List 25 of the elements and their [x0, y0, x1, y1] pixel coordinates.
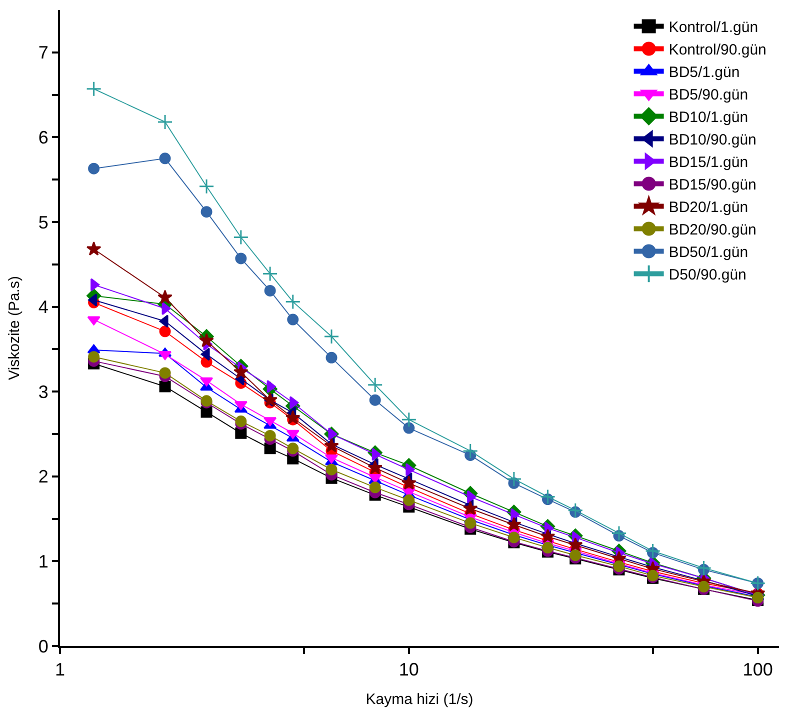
legend-label: Kontrol/1.gün: [668, 19, 758, 36]
y-tick-label: 5: [38, 212, 48, 232]
legend-label: BD20/90.gün: [668, 222, 756, 239]
y-tick-label: 2: [38, 466, 48, 487]
legend-label: Kontrol/90.gün: [668, 42, 766, 59]
x-tick-label: 100: [742, 660, 773, 680]
y-tick-label: 6: [38, 128, 48, 148]
y-tick-label: 3: [38, 382, 48, 402]
legend-label: BD5/1.gün: [668, 64, 740, 82]
legend-label: BD10/1.gün: [668, 109, 748, 126]
y-tick-label: 1: [38, 552, 48, 572]
legend-label: BD15/90.gün: [668, 176, 756, 194]
x-axis-title: Kayma hizi (1/s): [366, 691, 474, 708]
legend-label: D50/90.gün: [668, 266, 746, 284]
x-tick-label: 1: [54, 660, 66, 680]
legend-label: BD20/1.gün: [668, 199, 748, 216]
y-tick-label: 0: [38, 636, 48, 656]
legend-label: BD5/90.gün: [668, 86, 748, 104]
legend-label: BD50/1.gün: [668, 244, 748, 262]
y-tick-label: 7: [38, 42, 48, 63]
y-tick-label: 4: [38, 297, 48, 318]
y-axis-title: Viskozite (Pa.s): [6, 276, 24, 380]
x-tick-label: 10: [398, 660, 419, 680]
legend-label: BD15/1.gün: [668, 154, 748, 172]
legend-label: BD10/90.gün: [668, 132, 756, 149]
